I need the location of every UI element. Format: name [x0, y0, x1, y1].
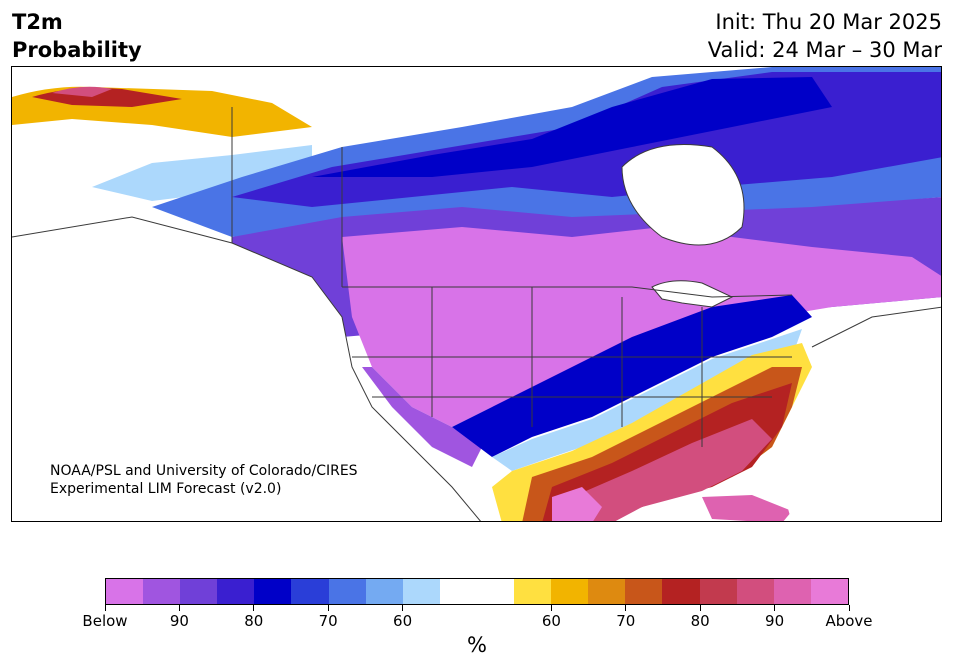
colorbar-tick [402, 605, 404, 611]
colorbar-segment [514, 579, 552, 604]
colorbar-segment [291, 579, 329, 604]
conus-magenta [342, 227, 941, 427]
pacific-ocean [12, 217, 481, 521]
transition-blue-band [452, 295, 812, 457]
colorbar-tick [104, 605, 106, 611]
colorbar-tick [178, 605, 180, 611]
title-variable: T2m [12, 10, 63, 34]
colorbar-tick [774, 605, 776, 611]
colorbar-segment [625, 579, 663, 604]
colorbar-tick-label: 90 [765, 612, 785, 630]
colorbar-segment [773, 579, 811, 604]
colorbar-tick [625, 605, 627, 611]
colorbar-tick-label: 80 [244, 612, 264, 630]
colorbar-units: % [467, 633, 487, 657]
great-lakes [652, 280, 732, 307]
colorbar-segment [588, 579, 626, 604]
colorbar-segment [551, 579, 589, 604]
credit-line2: Experimental LIM Forecast (v2.0) [50, 481, 281, 497]
colorbar-segment [810, 579, 848, 604]
map-panel: NOAA/PSL and University of Colorado/CIRE… [11, 66, 942, 522]
canada-darkest-blue [312, 77, 832, 177]
colorbar-tick [550, 605, 552, 611]
colorbar-segment [143, 579, 181, 604]
southeast-pink [562, 419, 772, 521]
colorbar-tick-label: 70 [616, 612, 636, 630]
colorbar-segment [699, 579, 737, 604]
colorbar-tick [253, 605, 255, 611]
colorbar-tick [327, 605, 329, 611]
transition-lightblue [492, 329, 802, 471]
mexico-pink-core [552, 487, 602, 521]
colorbar [105, 578, 849, 605]
colorbar-tick [848, 605, 850, 611]
colorbar-segment [328, 579, 366, 604]
colorbar-segment [365, 579, 403, 604]
colorbar-segment [402, 579, 440, 604]
hudson-bay [622, 144, 744, 245]
forecast-dates: Init: Thu 20 Mar 2025 Valid: 24 Mar – 30… [708, 8, 942, 64]
colorbar-segment [106, 579, 144, 604]
colorbar-tick-label: 60 [393, 612, 413, 630]
colorbar-segment [439, 579, 477, 604]
atlantic-ocean [782, 307, 941, 521]
alaska-neutral [12, 125, 222, 195]
colorbar-tick [699, 605, 701, 611]
map-borders [12, 107, 941, 521]
colorbar-segment [662, 579, 700, 604]
colorbar-segment [476, 579, 515, 604]
chart-title: T2m Probability [12, 8, 142, 64]
cuba-warm [702, 495, 792, 521]
colorbar-segment [217, 579, 255, 604]
colorbar-tick-label: 60 [541, 612, 561, 630]
credit-text: NOAA/PSL and University of Colorado/CIRE… [50, 463, 358, 497]
conus-violet-edge [362, 367, 482, 467]
colorbar-segment [180, 579, 218, 604]
probability-map: NOAA/PSL and University of Colorado/CIRE… [12, 67, 941, 521]
colorbar-tick-label: Below [82, 612, 128, 630]
colorbar-tick-label: Above [825, 612, 873, 630]
alaska-pink-core [52, 86, 112, 97]
title-probability: Probability [12, 38, 142, 62]
init-date: Init: Thu 20 Mar 2025 [715, 10, 942, 34]
colorbar-tick-label: 90 [169, 612, 189, 630]
colorbar-segment [736, 579, 774, 604]
valid-range: Valid: 24 Mar – 30 Mar [707, 38, 942, 62]
colorbar-tick-label: 80 [690, 612, 710, 630]
credit-line1: NOAA/PSL and University of Colorado/CIRE… [50, 463, 358, 479]
colorbar-tick-label: 70 [318, 612, 338, 630]
colorbar-segment [254, 579, 292, 604]
